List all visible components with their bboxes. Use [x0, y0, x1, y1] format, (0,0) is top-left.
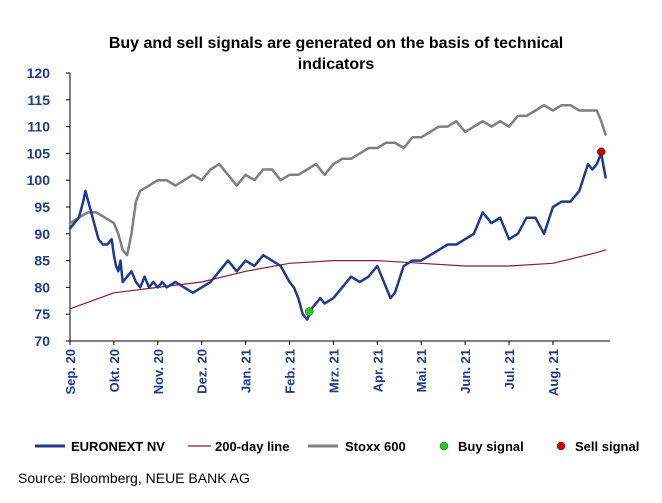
y-tick-label: 75: [34, 306, 50, 322]
y-tick-label: 90: [34, 226, 50, 242]
chart-title-line1: Buy and sell signals are generated on th…: [109, 35, 563, 52]
x-tick-label: Apr. 21: [370, 349, 385, 392]
x-tick-label: Nov. 20: [151, 349, 166, 394]
series-line-euronext-nv: [68, 152, 607, 321]
x-axis: Sep. 20 Okt. 20 Nov. 20 Dez. 20 Jan. 21 Feb. …: [63, 340, 610, 396]
series-line-200-day-line: [69, 249, 607, 310]
series-layer: [68, 103, 607, 321]
x-tick-label: Jun. 21: [458, 349, 473, 394]
y-axis: 70 75 80 85 90 95 100 105 110 115 120: [27, 65, 71, 349]
y-tick-label: 95: [34, 199, 50, 215]
signal-layer: [305, 147, 606, 316]
source-note: Source: Bloomberg, NEUE BANK AG: [18, 470, 250, 486]
chart-title-line2: indicators: [298, 56, 375, 73]
y-tick-label: 105: [27, 145, 51, 161]
buy-signal-marker: [305, 307, 314, 316]
sell-signal-marker: [596, 147, 606, 157]
legend: EURONEXT NV 200-day line Stoxx 600 Buy sign…: [35, 439, 639, 454]
x-tick-label: Dez. 20: [195, 349, 210, 394]
x-tick-label: Sep. 20: [63, 349, 78, 395]
legend-swatch: [556, 441, 566, 451]
x-tick-label: Jan. 21: [239, 349, 254, 393]
legend-label: EURONEXT NV: [71, 439, 165, 454]
x-tick-label: Okt. 20: [107, 349, 122, 392]
y-tick-label: 70: [34, 333, 50, 349]
y-tick-label: 100: [27, 172, 51, 188]
x-tick-label: Aug. 21: [546, 349, 561, 396]
y-tick-label: 80: [34, 279, 50, 295]
x-tick-label: Mai. 21: [414, 349, 429, 392]
x-tick-label: Mrz. 21: [326, 349, 341, 393]
x-tick-label: Jul. 21: [502, 349, 517, 389]
legend-swatch: [439, 441, 449, 451]
y-tick-label: 120: [27, 65, 51, 81]
series-line-stoxx-600: [68, 103, 607, 257]
y-tick-label: 85: [34, 253, 50, 269]
legend-label: Sell signal: [575, 439, 639, 454]
y-tick-label: 115: [27, 92, 50, 108]
x-tick-label: Feb. 21: [283, 349, 298, 394]
y-tick-label: 110: [27, 119, 50, 135]
legend-label: Buy signal: [458, 439, 524, 454]
legend-label: Stoxx 600: [345, 439, 406, 454]
legend-label: 200-day line: [215, 439, 289, 454]
